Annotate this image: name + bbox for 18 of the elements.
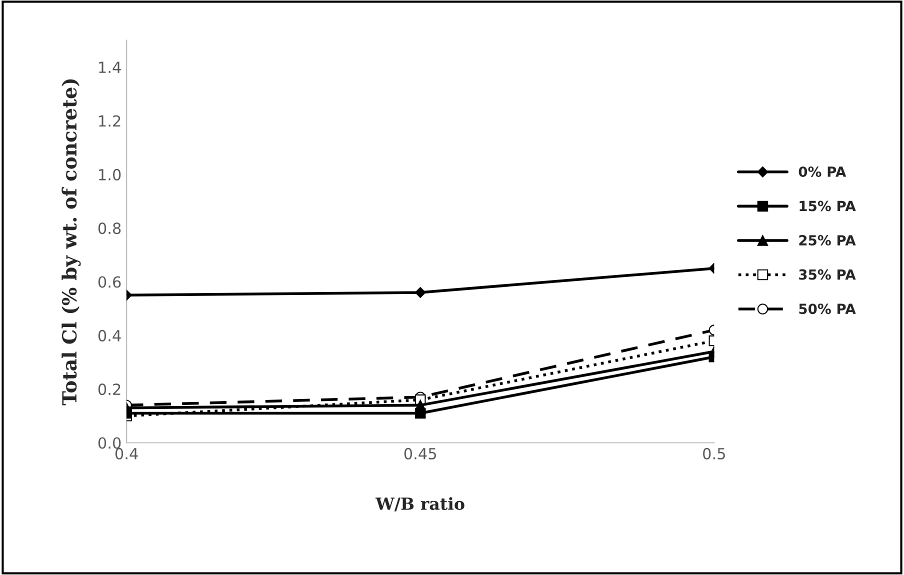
x-tick-label: 0.5 bbox=[703, 448, 725, 460]
legend-label: 25% PA bbox=[799, 235, 856, 246]
legend-label: 35% PA bbox=[799, 269, 856, 280]
y-tick-label: 0.4 bbox=[98, 330, 121, 342]
y-tick-label: 0.0 bbox=[98, 437, 121, 449]
y-tick-label: 0.8 bbox=[98, 222, 121, 234]
x-axis-title: W/B ratio bbox=[376, 497, 464, 512]
legend-label: 15% PA bbox=[800, 200, 856, 212]
y-tick-label: 1.2 bbox=[99, 115, 120, 127]
x-tick-label: 0.4 bbox=[115, 448, 138, 460]
y-tick-label: 0.2 bbox=[98, 384, 120, 396]
y-tick-label: 1.0 bbox=[99, 168, 121, 180]
legend-label: 50% PA bbox=[799, 304, 856, 314]
y-axis-title: Total Cl (% by wt. of concrete) bbox=[62, 79, 81, 406]
x-tick-label: 0.45 bbox=[404, 448, 436, 460]
y-tick-label: 0.6 bbox=[98, 276, 121, 288]
y-tick-label: 1.4 bbox=[99, 62, 121, 73]
legend-label: 0% PA bbox=[798, 166, 846, 177]
